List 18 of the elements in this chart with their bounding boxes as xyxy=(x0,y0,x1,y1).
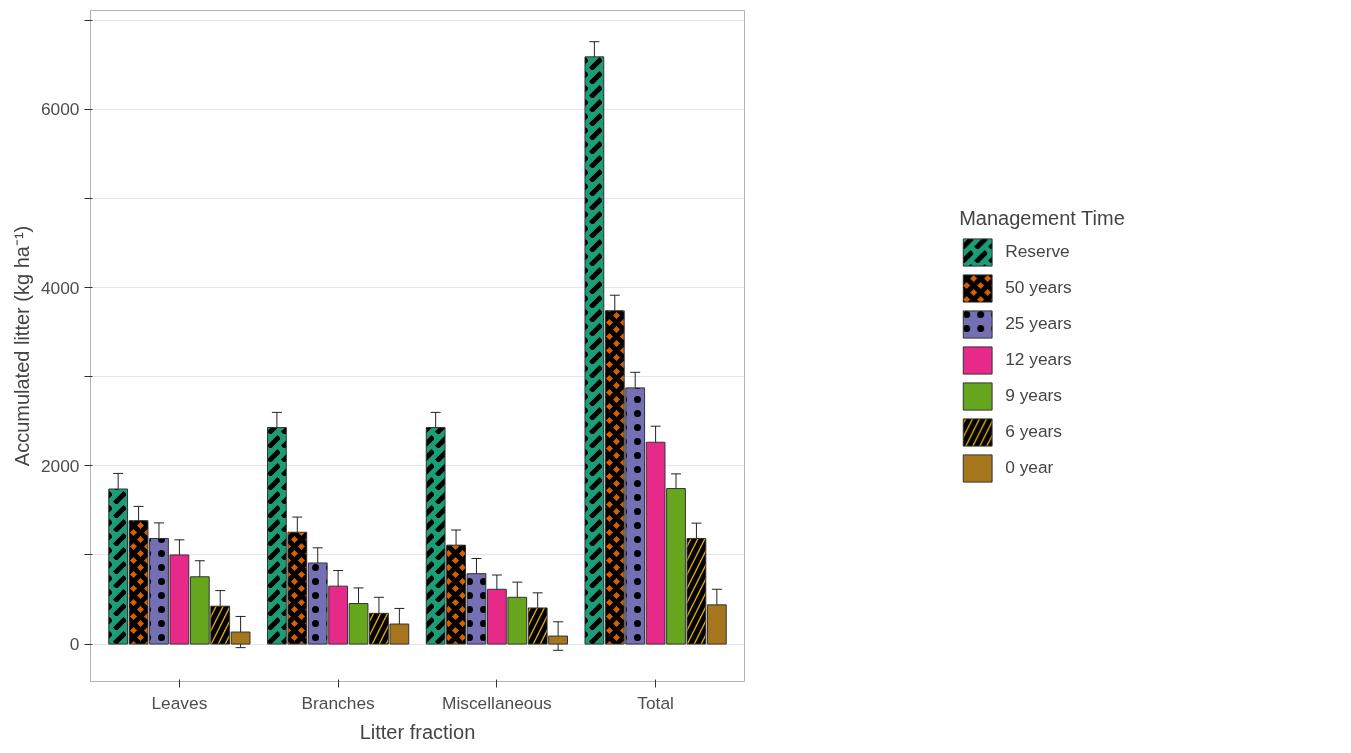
legend-label: Reserve xyxy=(1005,241,1070,262)
x-tick-label: Total xyxy=(637,692,674,713)
x-axis-title: Litter fraction xyxy=(359,720,476,743)
x-tick-label: Leaves xyxy=(151,692,208,713)
y-tick-label: 6000 xyxy=(40,99,80,120)
legend-label: 9 years xyxy=(1005,385,1063,406)
legend-label: 25 years xyxy=(1005,313,1072,334)
legend-label: 50 years xyxy=(1005,277,1072,298)
y-axis-title: Accumulated litter (kg ha⁻¹) xyxy=(10,225,33,467)
legend-title: Management Time xyxy=(959,206,1125,230)
x-tick-label: Miscellaneous xyxy=(441,692,553,713)
legend-label: 6 years xyxy=(1005,421,1063,442)
y-tick-label: 2000 xyxy=(40,455,80,476)
y-tick-label: 0 xyxy=(69,634,80,655)
x-tick-label: Branches xyxy=(301,692,376,713)
y-tick-label: 4000 xyxy=(40,277,80,298)
legend-label: 12 years xyxy=(1005,349,1072,370)
legend-label: 0 year xyxy=(1005,457,1054,478)
